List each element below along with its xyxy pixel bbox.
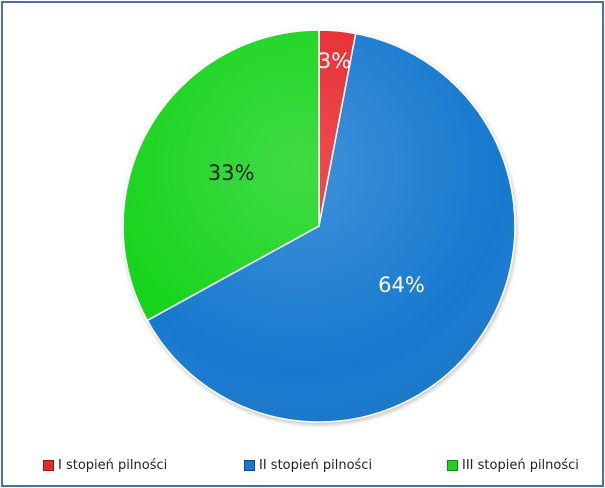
legend-swatch-3 [447, 460, 458, 471]
pie-chart: 3% 64% 33% [122, 29, 516, 423]
legend-label-1: I stopień pilności [58, 458, 168, 473]
legend-label-3: III stopień pilności [462, 458, 579, 473]
legend-label-2: II stopień pilności [259, 458, 373, 473]
pie-label-1: 3% [318, 49, 351, 73]
legend-item-2: II stopień pilności [244, 458, 372, 473]
legend-item-1: I stopień pilności [43, 458, 167, 473]
legend: I stopień pilności II stopień pilności I… [3, 455, 602, 479]
legend-item-3: III stopień pilności [447, 458, 579, 473]
pie-label-2: 64% [378, 273, 425, 297]
pie-shine [123, 30, 515, 422]
pie-label-3: 33% [208, 161, 255, 185]
legend-swatch-1 [43, 460, 54, 471]
legend-swatch-2 [244, 460, 255, 471]
